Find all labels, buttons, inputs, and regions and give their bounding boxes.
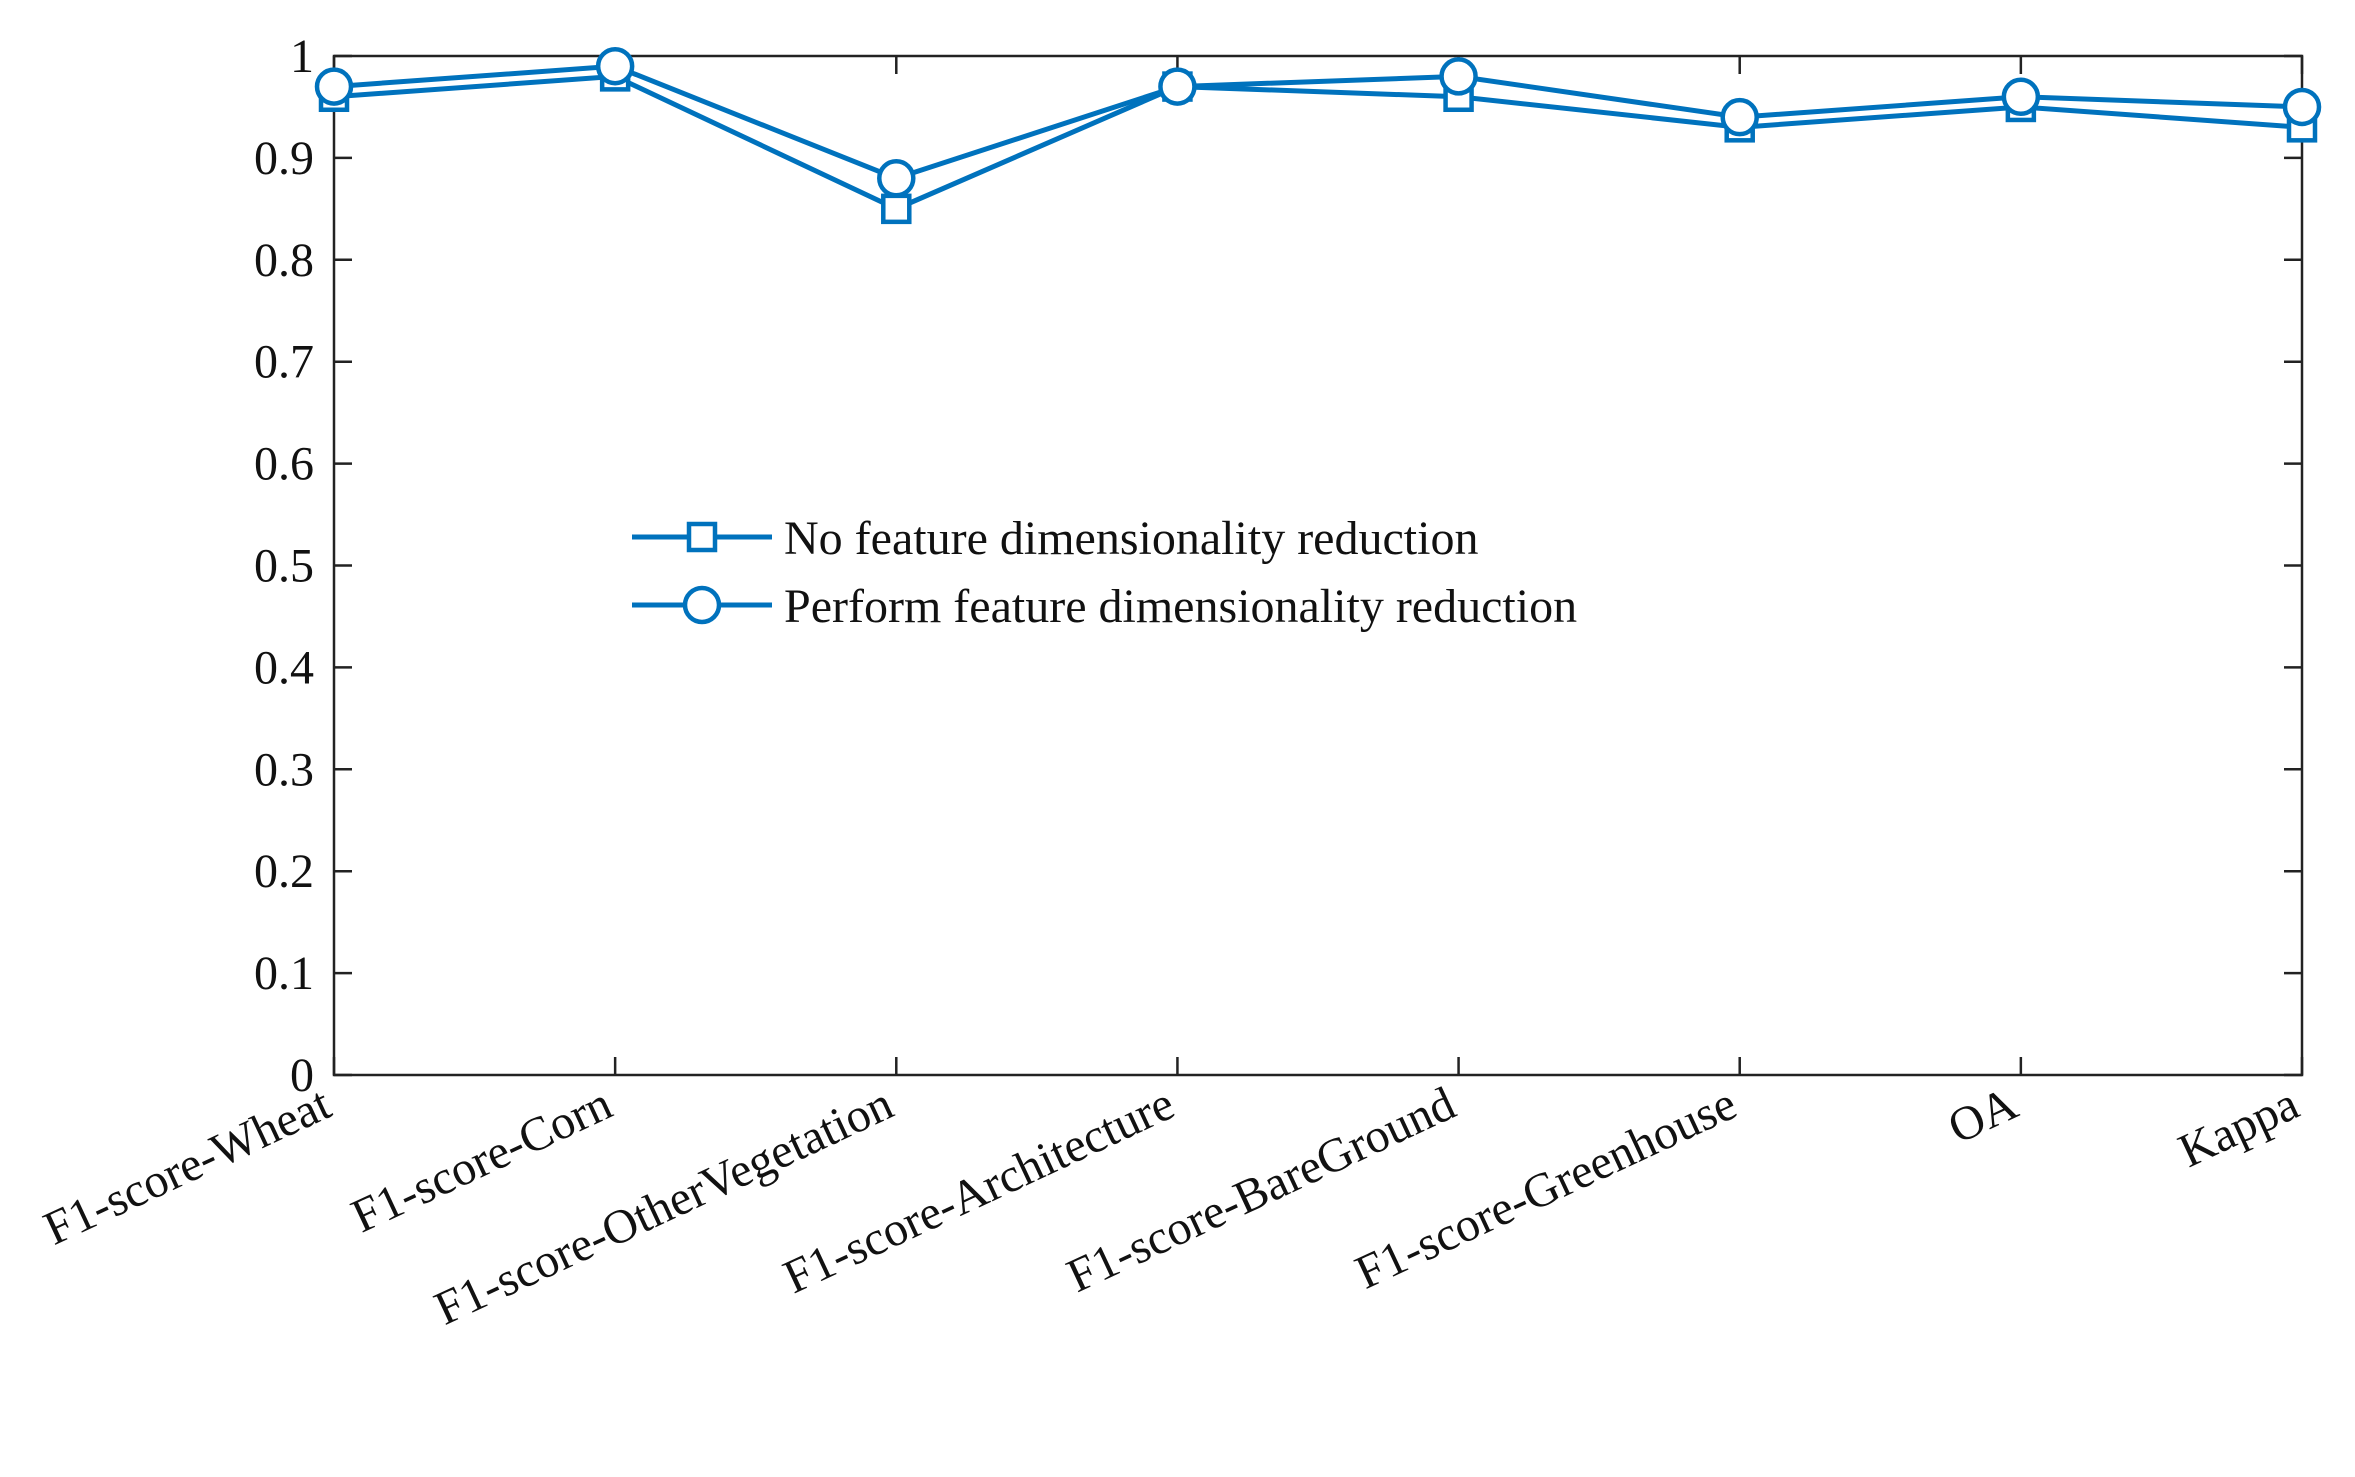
x-category-label: OA bbox=[1940, 1077, 2026, 1154]
plot-frame bbox=[332, 54, 2304, 1077]
data-point bbox=[1720, 97, 1759, 137]
y-tick-label: 0.3 bbox=[254, 743, 314, 796]
axes: 0 0.1 0.2 0.3 0.4 0.5 0.6 0.7 0.8 0.9 1 F1-score-Wh… bbox=[36, 30, 2307, 1336]
legend-marker bbox=[686, 521, 718, 553]
series-circle bbox=[314, 46, 2322, 198]
data-point bbox=[881, 193, 912, 225]
data-point bbox=[1439, 57, 1478, 96]
y-tick-label: 0.4 bbox=[254, 641, 314, 694]
data-point bbox=[877, 159, 916, 198]
data-point bbox=[2001, 77, 2041, 117]
legend-item: No feature dimensionality reduction bbox=[632, 512, 1478, 565]
series-layer bbox=[314, 46, 2322, 225]
x-category-label: F1-score-OtherVegetation bbox=[427, 1077, 901, 1336]
series-line bbox=[333, 63, 2303, 181]
y-tick-label: 0.6 bbox=[254, 438, 314, 491]
series-line bbox=[333, 73, 2303, 212]
data-point bbox=[595, 46, 635, 86]
legend-item: Perform feature dimensionality reduction bbox=[632, 580, 1577, 633]
y-tick-label: 0 bbox=[290, 1049, 314, 1102]
data-point bbox=[2282, 87, 2322, 127]
data-point bbox=[1158, 67, 1197, 106]
x-category-label: F1-score-Wheat bbox=[36, 1077, 339, 1256]
legend-label: No feature dimensionality reduction bbox=[784, 512, 1478, 565]
y-tick-label: 0.8 bbox=[254, 234, 314, 287]
data-point bbox=[314, 67, 354, 106]
legend-marker bbox=[682, 585, 722, 625]
x-category-label: Kappa bbox=[2171, 1077, 2307, 1178]
y-tick-label: 0.2 bbox=[254, 845, 314, 898]
y-tick-label: 0.5 bbox=[254, 540, 314, 593]
legend: No feature dimensionality reduction Perfo… bbox=[632, 512, 1577, 633]
y-tick-label: 0.7 bbox=[254, 336, 314, 389]
y-tick-label: 1 bbox=[290, 30, 314, 83]
y-tick-label: 0.1 bbox=[254, 947, 314, 1000]
legend-label: Perform feature dimensionality reduction bbox=[784, 580, 1577, 633]
y-tick-label: 0.9 bbox=[254, 132, 314, 185]
